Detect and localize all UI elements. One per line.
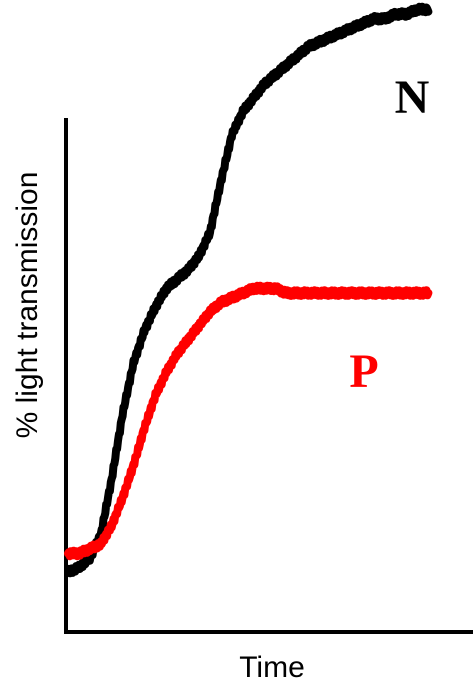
series-line-p — [64, 281, 433, 561]
axes — [64, 118, 473, 634]
x-axis-title: Time — [239, 651, 305, 684]
series-label-p: P — [349, 345, 378, 398]
series-line-n — [64, 2, 433, 578]
series-layer — [64, 2, 433, 578]
y-axis-title: % light transmission — [11, 172, 44, 439]
series-label-n: N — [395, 71, 430, 124]
